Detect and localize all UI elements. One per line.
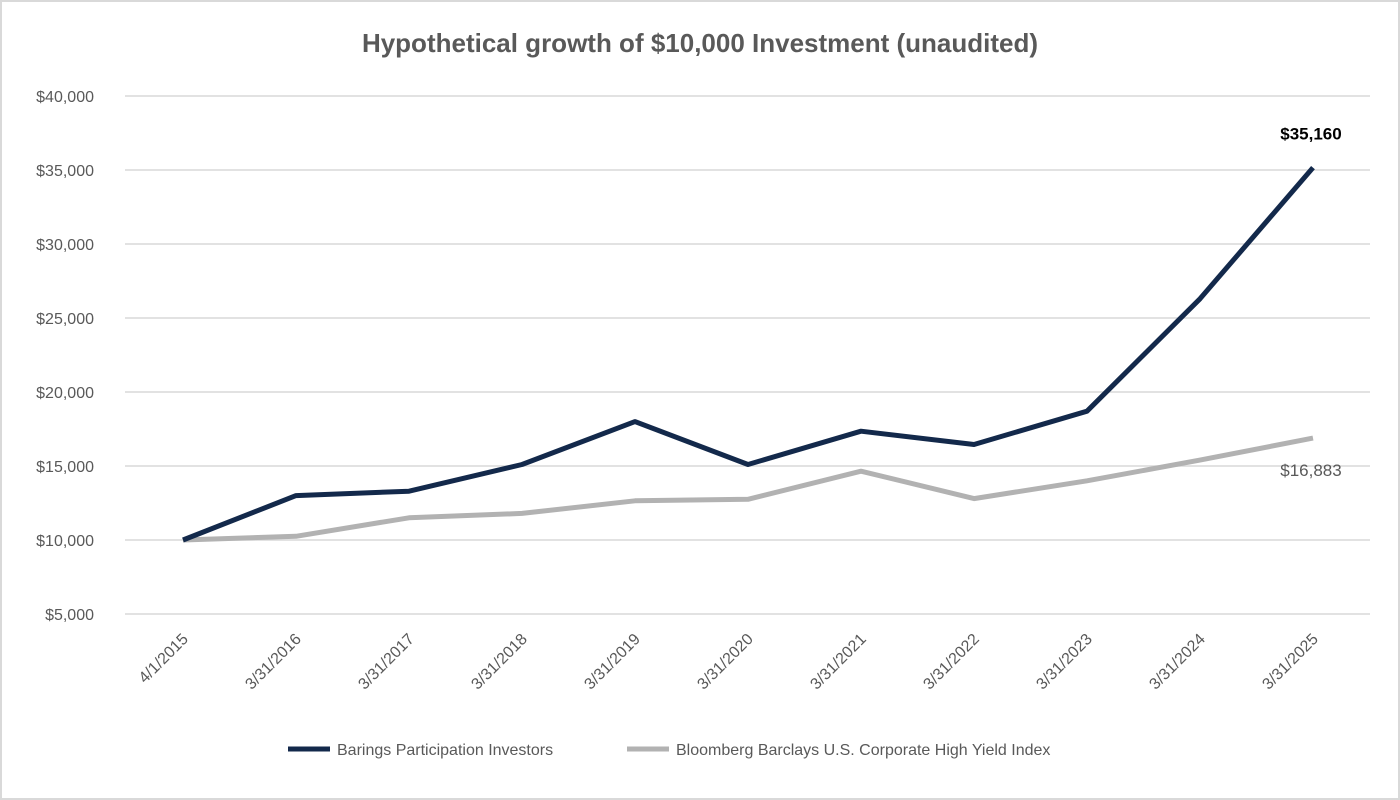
data-label: $35,160 — [1280, 125, 1341, 144]
x-tick-label: 3/31/2020 — [694, 631, 756, 693]
series-line — [182, 435, 1314, 543]
x-tick-label: 3/31/2025 — [1259, 631, 1321, 693]
y-tick-label: $35,000 — [36, 163, 94, 180]
series-lines — [182, 165, 1315, 543]
chart-title: Hypothetical growth of $10,000 Investmen… — [362, 28, 1038, 58]
x-tick-label: 3/31/2022 — [920, 631, 982, 693]
y-axis-tick-labels: $5,000 $10,000 $15,000 $20,000 $25,000 $30,00… — [36, 89, 94, 624]
data-label: $16,883 — [1280, 461, 1341, 480]
x-tick-label: 4/1/2015 — [136, 631, 192, 687]
x-tick-label: 3/31/2021 — [807, 631, 869, 693]
x-tick-label: 3/31/2019 — [581, 631, 643, 693]
y-tick-label: $40,000 — [36, 89, 94, 106]
x-tick-label: 3/31/2024 — [1146, 631, 1208, 693]
x-tick-label: 3/31/2016 — [242, 631, 304, 693]
data-annotations: $35,160 $16,883 — [1280, 125, 1341, 480]
y-tick-label: $30,000 — [36, 237, 94, 254]
x-tick-label: 3/31/2023 — [1033, 631, 1095, 693]
y-tick-label: $5,000 — [45, 607, 94, 624]
legend-label: Bloomberg Barclays U.S. Corporate High Y… — [676, 742, 1050, 759]
x-axis-tick-labels: 4/1/2015 3/31/2016 3/31/2017 3/31/2018 3/31/… — [136, 631, 1322, 693]
series-line — [182, 165, 1315, 543]
legend-label: Barings Participation Investors — [337, 742, 553, 759]
x-tick-label: 3/31/2018 — [468, 631, 530, 693]
y-tick-label: $20,000 — [36, 385, 94, 402]
x-tick-label: 3/31/2017 — [355, 631, 417, 693]
y-tick-label: $15,000 — [36, 459, 94, 476]
y-tick-label: $10,000 — [36, 533, 94, 550]
legend: Barings Participation Investors Bloomberg… — [288, 742, 1050, 759]
y-tick-label: $25,000 — [36, 311, 94, 328]
gridlines — [125, 95, 1370, 615]
